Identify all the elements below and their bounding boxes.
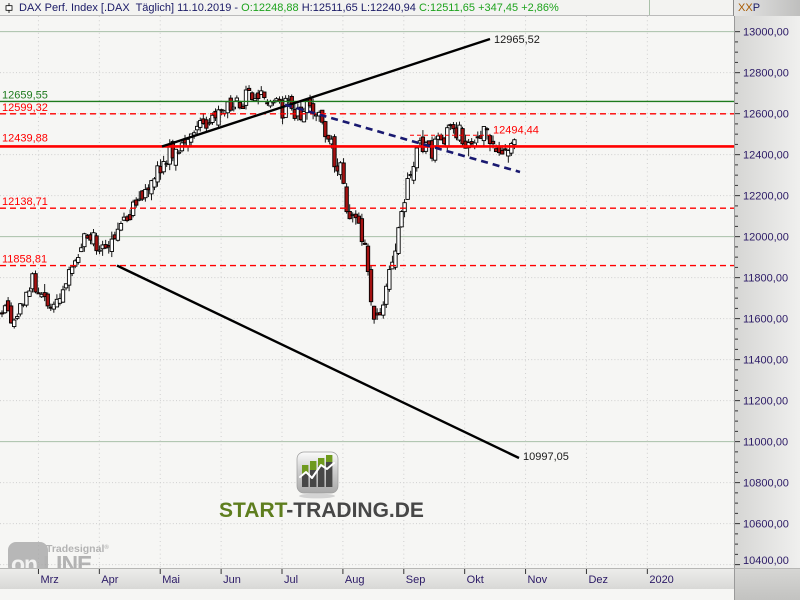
svg-text:2020: 2020 (649, 574, 673, 586)
svg-text:Dez: Dez (588, 574, 608, 586)
svg-text:12000,00: 12000,00 (743, 231, 789, 243)
svg-text:12200,00: 12200,00 (743, 190, 789, 202)
svg-text:Mai: Mai (162, 574, 180, 586)
svg-text:Jun: Jun (223, 574, 241, 586)
svg-text:12439,88: 12439,88 (2, 132, 48, 144)
svg-text:Sep: Sep (406, 574, 426, 586)
svg-text:Mrz: Mrz (40, 574, 58, 586)
svg-text:12659,55: 12659,55 (2, 89, 48, 101)
svg-text:11400,00: 11400,00 (743, 354, 788, 366)
svg-text:10800,00: 10800,00 (743, 477, 789, 489)
svg-text:11800,00: 11800,00 (743, 272, 788, 284)
svg-text:11000,00: 11000,00 (743, 436, 788, 448)
svg-text:12400,00: 12400,00 (743, 149, 789, 161)
svg-text:10600,00: 10600,00 (743, 518, 789, 530)
svg-text:11858,81: 11858,81 (2, 254, 47, 266)
svg-text:11600,00: 11600,00 (743, 313, 788, 325)
svg-text:Aug: Aug (345, 574, 365, 586)
svg-text:12494,44: 12494,44 (493, 124, 539, 136)
svg-text:10400,00: 10400,00 (743, 555, 789, 567)
svg-text:Jul: Jul (284, 574, 298, 586)
svg-text:11200,00: 11200,00 (743, 395, 788, 407)
svg-text:Okt: Okt (467, 574, 484, 586)
svg-text:Nov: Nov (528, 574, 548, 586)
svg-text:12599,32: 12599,32 (2, 102, 48, 114)
svg-text:Apr: Apr (101, 574, 118, 586)
svg-text:10997,05: 10997,05 (523, 451, 569, 463)
svg-text:12138,71: 12138,71 (2, 196, 48, 208)
svg-text:13000,00: 13000,00 (743, 26, 789, 38)
svg-text:12800,00: 12800,00 (743, 67, 789, 79)
svg-text:12600,00: 12600,00 (743, 108, 789, 120)
svg-text:12965,52: 12965,52 (494, 34, 540, 46)
